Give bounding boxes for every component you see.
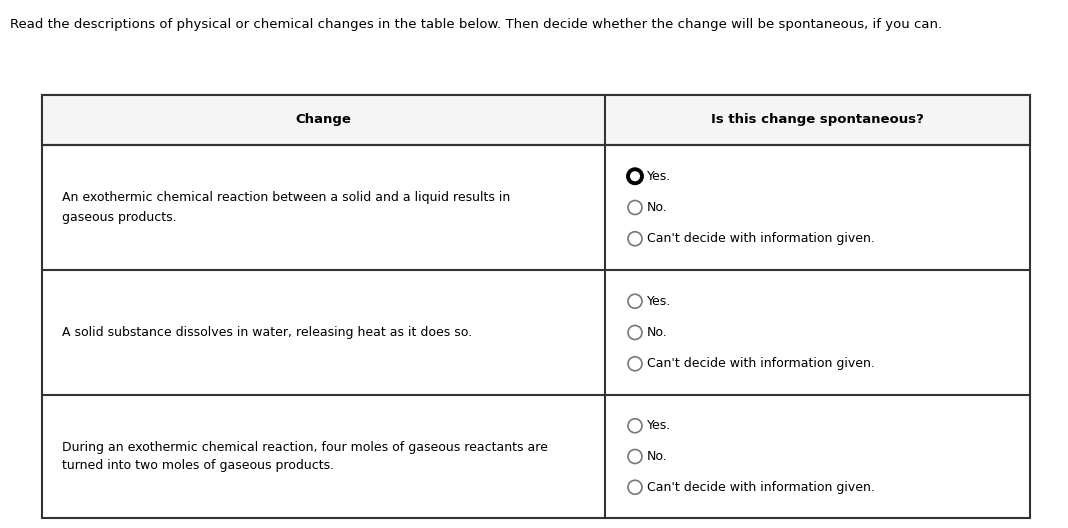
Text: Can't decide with information given.: Can't decide with information given. (647, 232, 875, 245)
Text: Is this change spontaneous?: Is this change spontaneous? (711, 114, 924, 127)
Circle shape (628, 325, 642, 340)
Text: Change: Change (296, 114, 351, 127)
Circle shape (628, 419, 642, 433)
Text: No.: No. (647, 201, 668, 214)
Circle shape (628, 357, 642, 371)
Text: An exothermic chemical reaction between a solid and a liquid results in
gaseous : An exothermic chemical reaction between … (62, 192, 511, 223)
Bar (42, 95, 1030, 518)
Text: A solid substance dissolves in water, releasing heat as it does so.: A solid substance dissolves in water, re… (62, 326, 472, 339)
Text: Can't decide with information given.: Can't decide with information given. (647, 357, 875, 370)
Circle shape (628, 232, 642, 246)
Circle shape (628, 294, 642, 308)
Circle shape (628, 449, 642, 464)
Circle shape (628, 201, 642, 214)
Circle shape (628, 169, 642, 183)
Text: Yes.: Yes. (647, 169, 672, 183)
Text: Yes.: Yes. (647, 419, 672, 432)
Bar (42, 95, 1030, 145)
Text: Yes.: Yes. (647, 295, 672, 308)
Text: Can't decide with information given.: Can't decide with information given. (647, 481, 875, 494)
Text: Read the descriptions of physical or chemical changes in the table below. Then d: Read the descriptions of physical or che… (10, 18, 942, 31)
Text: During an exothermic chemical reaction, four moles of gaseous reactants are
turn: During an exothermic chemical reaction, … (62, 440, 548, 473)
Circle shape (628, 480, 642, 494)
Text: No.: No. (647, 326, 668, 339)
Text: No.: No. (647, 450, 668, 463)
